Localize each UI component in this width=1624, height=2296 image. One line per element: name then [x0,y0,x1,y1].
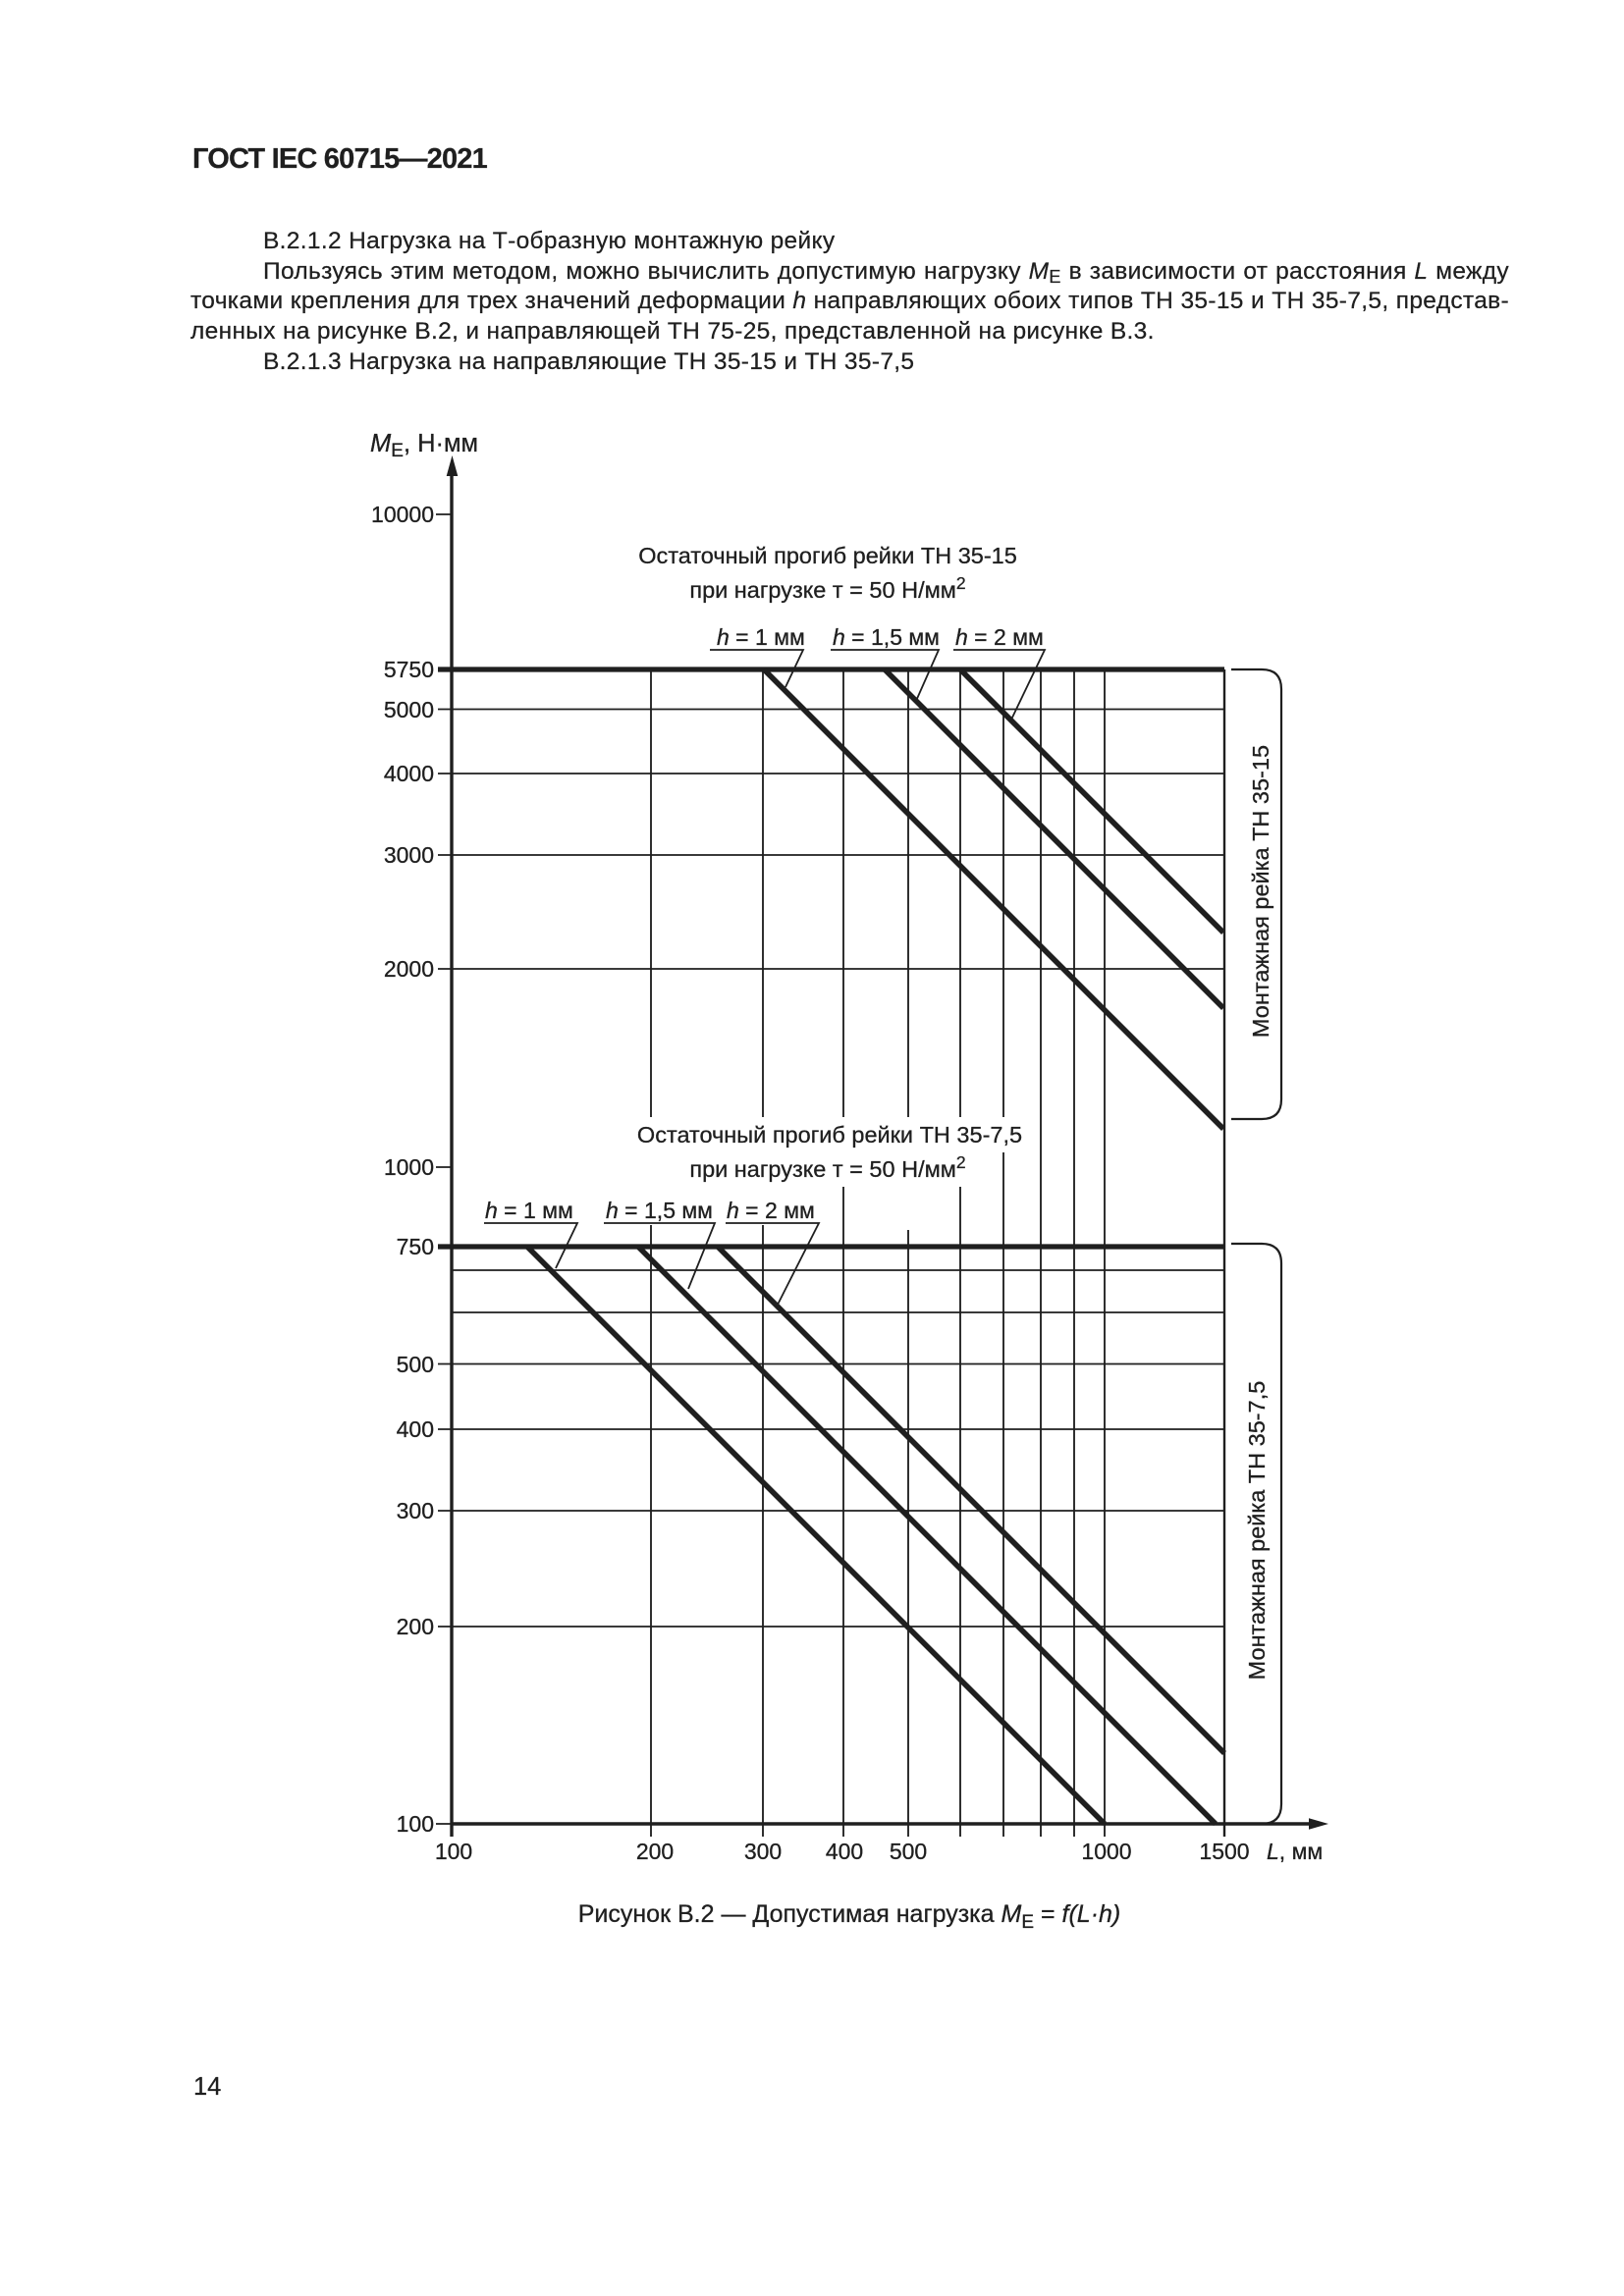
svg-text:300: 300 [744,1839,782,1864]
svg-text:200: 200 [636,1839,674,1864]
svg-text:Остаточный прогиб рейки ТН 35-: Остаточный прогиб рейки ТН 35-15 [638,543,1017,568]
svg-text:4000: 4000 [384,761,434,786]
svg-text:Монтажная рейка ТН 35-15: Монтажная рейка ТН 35-15 [1248,745,1273,1038]
svg-text:ME, Н·мм: ME, Н·мм [370,430,478,461]
svg-text:750: 750 [397,1234,434,1259]
svg-text:100: 100 [397,1811,434,1837]
svg-text:L, мм: L, мм [1267,1839,1323,1864]
svg-text:Монтажная рейка ТН 35-7,5: Монтажная рейка ТН 35-7,5 [1244,1381,1270,1681]
svg-text:5750: 5750 [384,657,434,682]
svg-text:h = 1,5 мм: h = 1,5 мм [833,624,940,650]
svg-text:5000: 5000 [384,697,434,722]
svg-text:3000: 3000 [384,842,434,868]
svg-text:400: 400 [826,1839,863,1864]
svg-text:2000: 2000 [384,956,434,982]
svg-text:h = 1 мм: h = 1 мм [485,1198,573,1223]
svg-text:10000: 10000 [371,502,434,527]
svg-text:при нагрузке т = 50 Н/мм2: при нагрузке т = 50 Н/мм2 [689,1152,965,1182]
svg-text:1000: 1000 [1081,1839,1131,1864]
svg-text:h = 1 мм: h = 1 мм [717,624,805,650]
svg-text:Остаточный прогиб рейки ТН 35-: Остаточный прогиб рейки ТН 35-7,5 [637,1122,1022,1148]
svg-text:500: 500 [890,1839,927,1864]
svg-text:500: 500 [397,1352,434,1377]
svg-text:400: 400 [397,1416,434,1442]
svg-text:h = 2 мм: h = 2 мм [727,1198,815,1223]
svg-text:h = 1,5 мм: h = 1,5 мм [606,1198,713,1223]
svg-text:300: 300 [397,1498,434,1523]
svg-text:Рисунок В.2 — Допустимая нагру: Рисунок В.2 — Допустимая нагрузка ME = f… [578,1900,1121,1933]
svg-text:1000: 1000 [384,1154,434,1180]
svg-text:100: 100 [435,1839,472,1864]
svg-text:200: 200 [397,1614,434,1639]
svg-text:при нагрузке т = 50 Н/мм2: при нагрузке т = 50 Н/мм2 [689,573,965,603]
svg-text:1500: 1500 [1199,1839,1249,1864]
svg-text:h = 2 мм: h = 2 мм [955,624,1044,650]
